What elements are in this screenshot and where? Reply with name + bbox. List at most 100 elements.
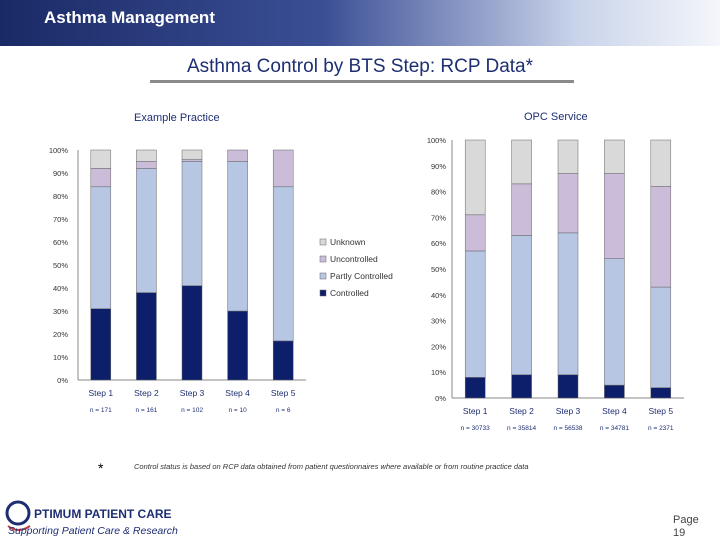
- opc-category-label: Step 4: [602, 406, 627, 416]
- opc-bar-partly-controlled: [604, 258, 625, 386]
- practice-n-label: n = 161: [135, 407, 157, 414]
- header-title: Asthma Management: [44, 8, 215, 27]
- practice-y-tick-label: 10%: [53, 353, 68, 362]
- practice-y-tick-label: 80%: [53, 192, 68, 201]
- title-underline: [150, 80, 574, 83]
- practice-category-label: Step 2: [134, 388, 159, 398]
- opc-y-tick-label: 90%: [431, 162, 446, 171]
- practice-bar-controlled: [90, 308, 112, 381]
- practice-y-tick-label: 70%: [53, 215, 68, 224]
- practice-n-label: n = 171: [90, 407, 112, 414]
- practice-y-tick-label: 100%: [49, 146, 69, 155]
- practice-legend-label: Controlled: [330, 288, 369, 298]
- opc-bar-uncontrolled: [464, 214, 486, 252]
- opc-y-tick-label: 40%: [431, 291, 446, 300]
- practice-legend-label: Unknown: [330, 237, 366, 247]
- practice-n-label: n = 6: [276, 407, 291, 414]
- practice-bar-unknown: [90, 149, 112, 169]
- practice-y-tick-label: 90%: [53, 169, 68, 178]
- practice-legend-swatch: [319, 255, 327, 263]
- practice-y-tick-label: 40%: [53, 284, 68, 293]
- opc-n-label: n = 35814: [507, 425, 536, 432]
- practice-y-tick-label: 0%: [57, 376, 68, 385]
- practice-bar-partly-controlled: [227, 161, 248, 312]
- practice-y-tick-label: 50%: [53, 261, 68, 270]
- practice-bar-partly-controlled: [90, 186, 112, 309]
- practice-bar-uncontrolled: [136, 161, 157, 169]
- practice-legend-label: Partly Controlled: [330, 271, 393, 281]
- practice-legend-label: Uncontrolled: [330, 254, 378, 264]
- opc-n-label: n = 30733: [461, 425, 490, 432]
- practice-bar-partly-controlled: [272, 186, 294, 342]
- opc-bar-partly-controlled: [650, 286, 672, 388]
- practice-legend-swatch: [319, 272, 327, 280]
- opc-bar-controlled: [511, 374, 532, 399]
- page-number-value: 19: [673, 527, 686, 539]
- optimum-patient-care-logo: PTIMUM PATIENT CARE Supporting Patient C…: [5, 500, 178, 537]
- header-bar: [0, 0, 720, 46]
- opc-n-label: n = 34781: [600, 425, 629, 432]
- footnote-text: Control status is based on RCP data obta…: [134, 462, 529, 471]
- practice-y-tick-label: 20%: [53, 330, 68, 339]
- practice-bar-controlled: [227, 310, 248, 381]
- opc-bar-unknown: [464, 139, 486, 216]
- opc-bar-partly-controlled: [511, 235, 532, 376]
- practice-bar-unknown: [136, 149, 157, 162]
- practice-category-label: Step 4: [225, 388, 250, 398]
- opc-y-tick-label: 60%: [431, 239, 446, 248]
- opc-category-label: Step 1: [463, 406, 488, 416]
- opc-bar-controlled: [557, 374, 579, 399]
- opc-y-tick-label: 10%: [431, 368, 446, 377]
- opc-y-tick-label: 0%: [435, 394, 446, 403]
- practice-n-label: n = 102: [181, 407, 203, 414]
- practice-category-label: Step 5: [271, 388, 296, 398]
- opc-bar-uncontrolled: [511, 183, 532, 236]
- opc-bar-partly-controlled: [464, 250, 486, 378]
- opc-y-tick-label: 70%: [431, 213, 446, 222]
- opc-bar-unknown: [557, 139, 579, 174]
- opc-y-tick-label: 50%: [431, 265, 446, 274]
- practice-bar-controlled: [181, 285, 203, 381]
- footnote-marker: *: [98, 460, 104, 476]
- opc-bar-controlled: [464, 377, 486, 399]
- opc-category-label: Step 3: [556, 406, 581, 416]
- opc-category-label: Step 2: [509, 406, 534, 416]
- logo-text-line1: PTIMUM PATIENT CARE: [34, 507, 172, 521]
- opc-y-tick-label: 30%: [431, 317, 446, 326]
- chart-title-example-practice: Example Practice: [134, 112, 220, 124]
- opc-n-label: n = 56538: [553, 425, 582, 432]
- slide-title: Asthma Control by BTS Step: RCP Data*: [186, 56, 534, 77]
- opc-bar-unknown: [604, 139, 625, 174]
- practice-bar-uncontrolled: [227, 149, 248, 162]
- opc-bar-unknown: [511, 139, 532, 185]
- opc-bar-uncontrolled: [604, 173, 625, 259]
- page-number: Page 19: [673, 514, 699, 540]
- opc-bar-unknown: [650, 139, 672, 187]
- practice-legend-swatch: [319, 289, 327, 297]
- opc-bar-uncontrolled: [650, 186, 672, 288]
- opc-y-tick-label: 80%: [431, 188, 446, 197]
- chart-title-opc-service: OPC Service: [524, 111, 588, 123]
- logo-text-line2: Supporting Patient Care & Research: [8, 525, 178, 537]
- practice-bar-controlled: [272, 340, 294, 381]
- practice-legend-swatch: [319, 238, 327, 246]
- opc-bar-uncontrolled: [557, 173, 579, 234]
- opc-y-tick-label: 20%: [431, 342, 446, 351]
- practice-y-tick-label: 60%: [53, 238, 68, 247]
- practice-bar-partly-controlled: [136, 168, 157, 293]
- opc-y-tick-label: 100%: [427, 136, 447, 145]
- practice-n-label: n = 10: [228, 407, 247, 414]
- page-label: Page: [673, 514, 699, 526]
- practice-category-label: Step 1: [89, 388, 114, 398]
- practice-bar-unknown: [181, 149, 203, 160]
- opc-bar-controlled: [650, 387, 672, 399]
- practice-bar-controlled: [136, 292, 157, 381]
- opc-category-label: Step 5: [649, 406, 674, 416]
- practice-bar-partly-controlled: [181, 161, 203, 286]
- practice-category-label: Step 3: [180, 388, 205, 398]
- opc-bar-partly-controlled: [557, 232, 579, 376]
- opc-bar-controlled: [604, 384, 625, 399]
- practice-y-tick-label: 30%: [53, 307, 68, 316]
- practice-bar-uncontrolled: [272, 149, 294, 188]
